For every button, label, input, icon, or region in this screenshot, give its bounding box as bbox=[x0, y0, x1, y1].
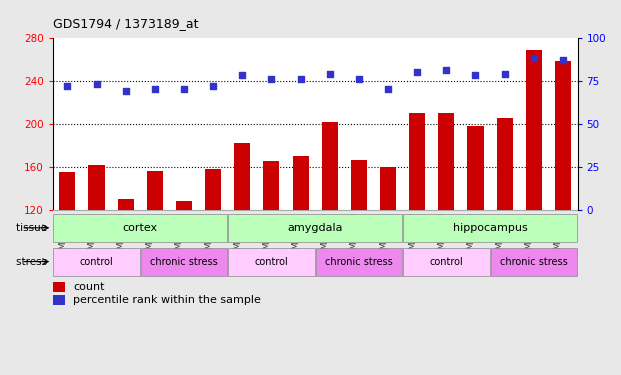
Text: chronic stress: chronic stress bbox=[150, 256, 218, 267]
Text: hippocampus: hippocampus bbox=[453, 223, 527, 233]
Point bbox=[325, 71, 335, 77]
Bar bbox=[409, 113, 425, 210]
Text: chronic stress: chronic stress bbox=[500, 256, 568, 267]
Bar bbox=[322, 122, 338, 210]
Bar bbox=[53, 248, 140, 276]
Text: stress: stress bbox=[16, 256, 50, 267]
Point bbox=[500, 71, 510, 77]
Bar bbox=[117, 199, 134, 210]
Bar bbox=[234, 143, 250, 210]
Bar bbox=[60, 172, 75, 210]
Bar bbox=[53, 282, 65, 292]
Bar bbox=[403, 214, 577, 242]
Point bbox=[120, 88, 130, 94]
Point bbox=[208, 83, 218, 89]
Text: tissue: tissue bbox=[16, 223, 50, 233]
Point bbox=[296, 76, 306, 82]
Bar bbox=[147, 171, 163, 210]
Point bbox=[179, 86, 189, 92]
Bar bbox=[380, 167, 396, 210]
Bar bbox=[53, 295, 65, 305]
Text: control: control bbox=[255, 256, 288, 267]
Bar bbox=[263, 162, 279, 210]
Point bbox=[237, 72, 247, 78]
Point bbox=[150, 86, 160, 92]
Text: count: count bbox=[73, 282, 105, 292]
Text: cortex: cortex bbox=[123, 223, 158, 233]
Bar bbox=[229, 214, 402, 242]
Bar bbox=[141, 248, 227, 276]
Bar bbox=[205, 169, 221, 210]
Bar bbox=[176, 201, 192, 210]
Text: percentile rank within the sample: percentile rank within the sample bbox=[73, 295, 261, 305]
Point bbox=[383, 86, 393, 92]
Bar bbox=[229, 248, 315, 276]
Bar bbox=[468, 126, 484, 210]
Point bbox=[266, 76, 276, 82]
Point bbox=[412, 69, 422, 75]
Bar bbox=[526, 51, 542, 210]
Bar bbox=[292, 156, 309, 210]
Bar bbox=[403, 248, 489, 276]
Point bbox=[471, 72, 481, 78]
Bar bbox=[438, 113, 455, 210]
Point bbox=[62, 83, 72, 89]
Text: control: control bbox=[430, 256, 463, 267]
Bar bbox=[315, 248, 402, 276]
Bar bbox=[89, 165, 104, 210]
Point bbox=[558, 57, 568, 63]
Point bbox=[442, 67, 451, 73]
Bar bbox=[497, 118, 513, 210]
Bar bbox=[53, 214, 227, 242]
Point bbox=[91, 81, 101, 87]
Text: control: control bbox=[79, 256, 114, 267]
Text: amygdala: amygdala bbox=[288, 223, 343, 233]
Text: GDS1794 / 1373189_at: GDS1794 / 1373189_at bbox=[53, 17, 198, 30]
Point bbox=[354, 76, 364, 82]
Bar bbox=[555, 61, 571, 210]
Text: chronic stress: chronic stress bbox=[325, 256, 392, 267]
Bar bbox=[351, 160, 367, 210]
Point bbox=[529, 55, 539, 61]
Bar bbox=[491, 248, 577, 276]
